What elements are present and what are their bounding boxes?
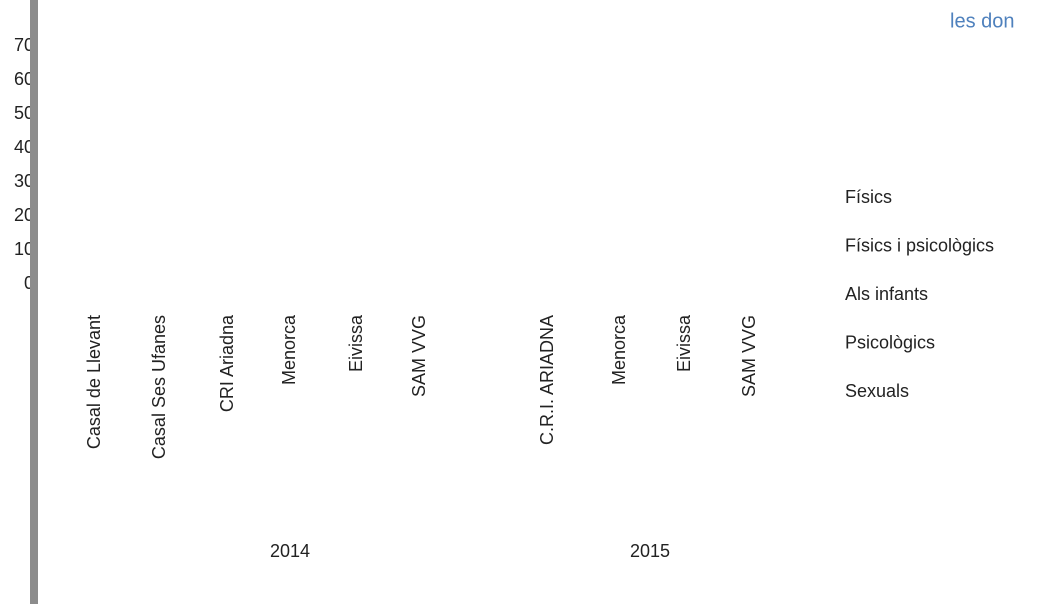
group-labels: 2014 2015 [270,541,670,561]
legend-entry: Psicològics [845,332,935,352]
category-label: Casal de Llevant [84,315,104,449]
category-label: Eivissa [674,314,694,372]
legend-entry: Físics i psicològics [845,235,994,255]
category-labels: Casal de Llevant Casal Ses Ufanes CRI Aria… [84,314,759,459]
group-label: 2014 [270,541,310,561]
category-label: Menorca [609,314,629,385]
y-axis-labels: 70 60 50 40 30 20 10 0 [14,35,34,293]
y-axis-label: 60 [14,69,34,89]
category-label: Menorca [279,314,299,385]
title-fragment: les don [950,10,1015,32]
y-axis-label: 50 [14,103,34,123]
y-axis-label: 20 [14,205,34,225]
legend-entry: Sexuals [845,381,909,401]
y-axis-label: 0 [24,273,34,293]
category-label: SAM VVG [739,315,759,397]
legend-entry: Físics [845,187,892,207]
category-label: C.R.I. ARIADNA [537,315,557,445]
legend: Físics Físics i psicològics Als infants Psi… [845,187,994,401]
y-axis-label: 10 [14,239,34,259]
category-label: Eivissa [346,314,366,372]
category-label: Casal Ses Ufanes [149,315,169,459]
frame-edge [30,0,38,604]
legend-entry: Als infants [845,284,928,304]
y-axis-label: 30 [14,171,34,191]
category-label: SAM VVG [409,315,429,397]
category-label: CRI Ariadna [217,314,237,412]
y-axis-label: 40 [14,137,34,157]
group-label: 2015 [630,541,670,561]
y-axis-label: 70 [14,35,34,55]
